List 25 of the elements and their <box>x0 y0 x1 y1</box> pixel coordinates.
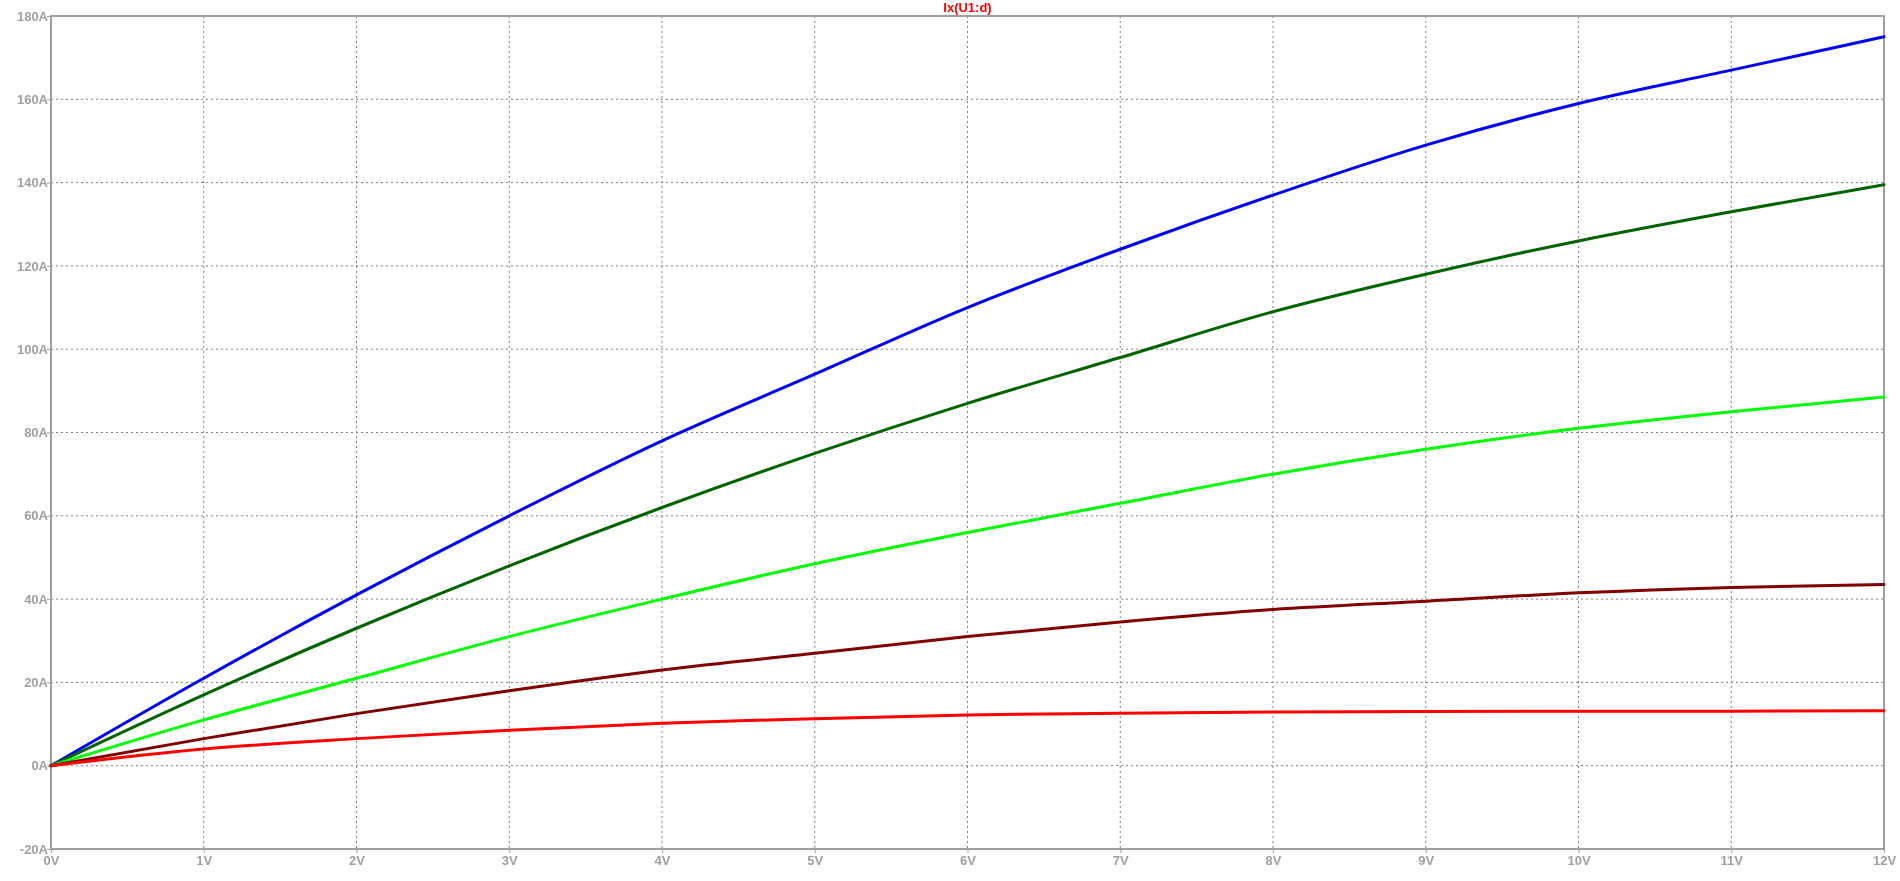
chart-title: Ix(U1:d) <box>943 0 992 15</box>
y-tick-label: 0A <box>31 758 49 774</box>
y-tick-label: 40A <box>24 591 49 607</box>
x-tick-label: 10V <box>1567 853 1591 869</box>
x-tick-label: 7V <box>1112 853 1130 869</box>
x-tick-label: 8V <box>1265 853 1282 869</box>
line-series <box>49 583 1886 768</box>
y-tick-label: 120A <box>16 258 49 274</box>
y-tick-label: 100A <box>16 341 49 357</box>
y-tick-label: 60A <box>24 508 49 524</box>
x-tick-label: 6V <box>960 853 977 869</box>
x-tick-label: 11V <box>1720 853 1744 869</box>
y-tick-label: 140A <box>16 175 49 191</box>
line-series <box>49 709 1886 768</box>
y-tick-label: 180A <box>16 8 49 24</box>
x-tick-label: 1V <box>196 853 213 869</box>
x-tick-label: 5V <box>807 853 824 869</box>
y-tick-label: 80A <box>24 425 49 441</box>
y-tick-label: 160A <box>16 91 49 107</box>
x-tick-label: 9V <box>1418 853 1435 869</box>
x-tick-label: 12V <box>1872 853 1897 869</box>
x-tick-label: 3V <box>501 853 519 869</box>
x-tick-label: 2V <box>349 853 366 869</box>
x-tick-label: 4V <box>654 853 671 869</box>
y-tick-label: 20A <box>24 675 49 691</box>
